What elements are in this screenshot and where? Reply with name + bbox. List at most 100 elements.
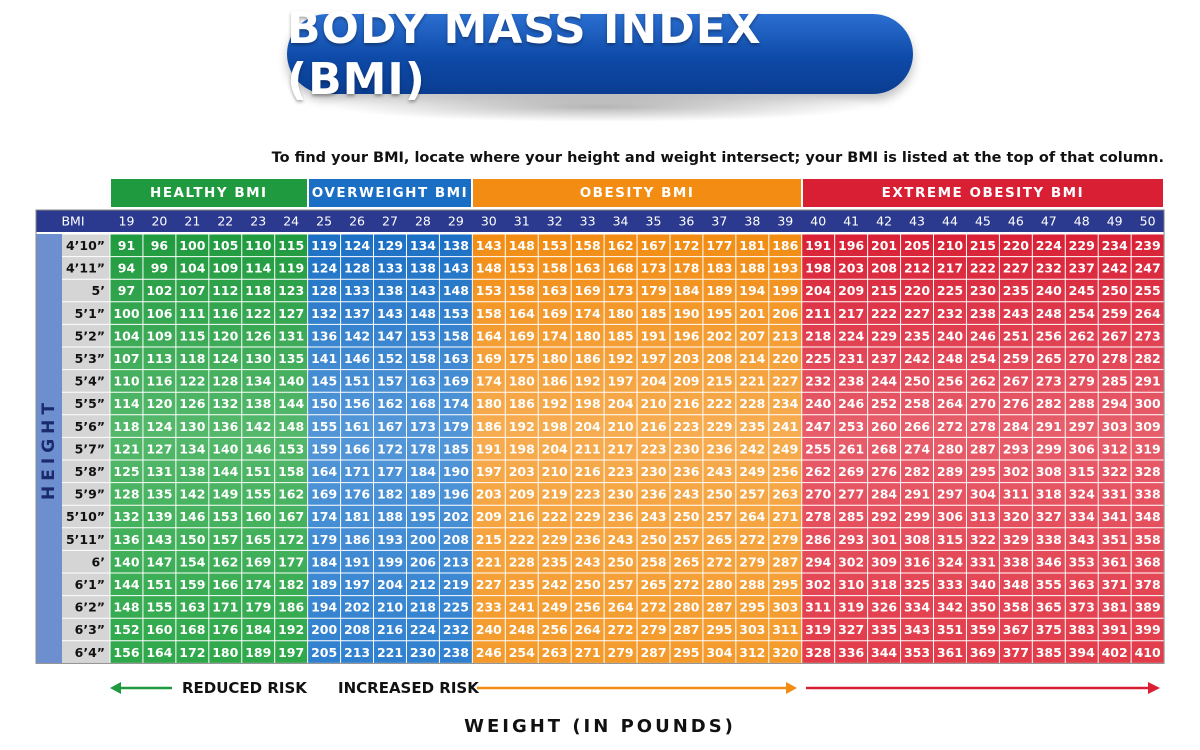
weight-cell: 182: [377, 487, 403, 502]
weight-cell: 280: [673, 600, 699, 615]
weight-cell: 159: [179, 577, 205, 592]
weight-cell: 327: [838, 622, 864, 637]
weight-cell: 164: [509, 306, 535, 321]
weight-cell: 278: [1102, 351, 1128, 366]
weight-cell: 222: [542, 509, 568, 524]
height-row-label: 5’5”: [75, 396, 105, 411]
weight-cell: 169: [245, 554, 271, 569]
weight-cell: 383: [1069, 622, 1095, 637]
weight-cell: 140: [278, 374, 304, 389]
weight-cell: 265: [640, 577, 666, 592]
bmi-column-header: 33: [580, 214, 596, 229]
height-row-label: 6’4”: [75, 645, 105, 660]
weight-cell: 200: [410, 532, 436, 547]
weight-cell: 297: [937, 487, 963, 502]
weight-cell: 176: [344, 487, 370, 502]
weight-cell: 285: [838, 509, 864, 524]
weight-cell: 148: [443, 283, 469, 298]
weight-cell: 250: [575, 577, 601, 592]
weight-cell: 227: [772, 374, 798, 389]
weight-cell: 197: [608, 374, 634, 389]
instruction-text: To find your BMI, locate where your heig…: [271, 150, 1164, 166]
weight-cell: 133: [344, 283, 370, 298]
weight-cell: 180: [542, 351, 568, 366]
weight-cell: 222: [509, 532, 535, 547]
bmi-header-row: [36, 210, 1165, 232]
weight-cell: 237: [871, 351, 897, 366]
weight-cell: 202: [443, 509, 469, 524]
weight-cell: 138: [443, 238, 469, 253]
weight-cell: 218: [410, 600, 436, 615]
weight-cell: 192: [608, 351, 634, 366]
weight-cell: 285: [1102, 374, 1128, 389]
weight-cell: 271: [575, 645, 601, 660]
weight-cell: 124: [212, 351, 238, 366]
weight-cell: 340: [970, 577, 996, 592]
weight-cell: 348: [1135, 509, 1161, 524]
weight-cell: 216: [673, 396, 699, 411]
weight-cell: 256: [937, 374, 963, 389]
weight-cell: 164: [146, 645, 172, 660]
weight-cell: 94: [118, 261, 136, 276]
weight-cell: 196: [443, 487, 469, 502]
weight-cell: 241: [509, 600, 535, 615]
weight-cell: 106: [146, 306, 172, 321]
height-row-label: 5’3”: [75, 351, 105, 366]
weight-cell: 240: [476, 622, 502, 637]
weight-cell: 167: [377, 419, 403, 434]
weight-cell: 160: [245, 509, 271, 524]
weight-cell: 230: [410, 645, 436, 660]
weight-cell: 242: [904, 351, 930, 366]
weight-cell: 328: [1135, 464, 1161, 479]
bmi-corner-label: BMI: [61, 214, 84, 229]
weight-cell: 189: [245, 645, 271, 660]
bmi-column-header: 35: [646, 214, 662, 229]
increased-risk-label: INCREASED RISK: [338, 679, 479, 697]
weight-cell: 184: [673, 283, 699, 298]
weight-cell: 185: [443, 441, 469, 456]
weight-cell: 295: [772, 577, 798, 592]
weight-cell: 309: [871, 554, 897, 569]
weight-cell: 189: [706, 283, 732, 298]
weight-cell: 338: [1003, 554, 1029, 569]
weight-cell: 238: [443, 645, 469, 660]
weight-cell: 143: [476, 238, 502, 253]
weight-cell: 223: [640, 441, 666, 456]
weight-cell: 291: [1036, 419, 1062, 434]
weight-cell: 210: [937, 238, 963, 253]
weight-cell: 136: [311, 328, 337, 343]
weight-cell: 141: [311, 351, 337, 366]
weight-cell: 259: [1102, 306, 1128, 321]
weight-cell: 196: [838, 238, 864, 253]
weight-cell: 325: [904, 577, 930, 592]
weight-cell: 113: [146, 351, 172, 366]
weight-cell: 344: [871, 645, 897, 660]
weight-cell: 132: [311, 306, 337, 321]
weight-cell: 206: [772, 306, 798, 321]
weight-cell: 204: [805, 283, 831, 298]
category-header-row: HEALTHY BMI OVERWEIGHT BMI OBESITY BMI EXTR…: [110, 178, 1165, 208]
weight-cell: 266: [904, 419, 930, 434]
weight-cell: 269: [838, 464, 864, 479]
height-row-label: 4’10”: [66, 238, 105, 253]
weight-cell: 287: [706, 600, 732, 615]
weight-cell: 373: [1069, 600, 1095, 615]
weight-cell: 186: [476, 419, 502, 434]
weight-cell: 171: [212, 600, 238, 615]
weight-cell: 189: [410, 487, 436, 502]
weight-cell: 227: [904, 306, 930, 321]
weight-cell: 280: [706, 577, 732, 592]
weight-cell: 158: [509, 283, 535, 298]
weight-cell: 152: [113, 622, 139, 637]
weight-cell: 204: [542, 441, 568, 456]
weight-cell: 324: [937, 554, 963, 569]
weight-cell: 265: [706, 532, 732, 547]
weight-cell: 235: [509, 577, 535, 592]
bmi-column-header: 31: [514, 214, 530, 229]
weight-cell: 158: [575, 238, 601, 253]
weight-cell: 216: [640, 419, 666, 434]
weight-cell: 160: [146, 622, 172, 637]
weight-cell: 146: [344, 351, 370, 366]
bmi-column-header: 23: [250, 214, 266, 229]
height-row-label: 5’11”: [66, 532, 105, 547]
